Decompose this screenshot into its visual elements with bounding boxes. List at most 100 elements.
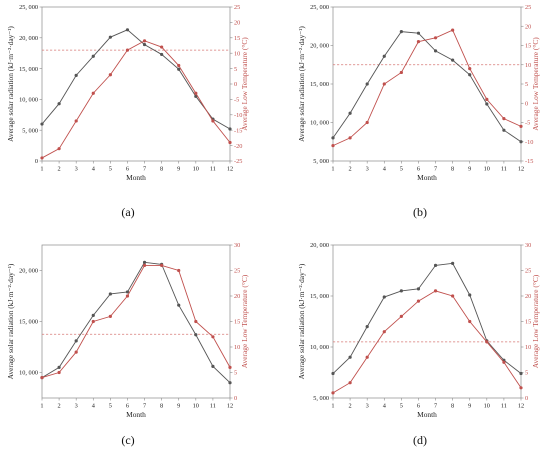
y2-axis-title: Average Low Temperature (°C) xyxy=(531,37,540,131)
y-axis-title: Average solar radiation (kJ·m⁻²·day⁻¹) xyxy=(297,26,306,142)
y2-tick-label: 10 xyxy=(525,62,531,69)
y-tick-label: 20, 000 xyxy=(19,35,38,42)
temperature-series-line xyxy=(332,29,522,147)
x-tick-label: 6 xyxy=(126,166,129,173)
x-tick-label: 4 xyxy=(383,403,387,410)
temperature-point xyxy=(502,360,506,364)
x-tick-label: 11 xyxy=(501,166,507,173)
temperature-point xyxy=(433,289,438,293)
temperature-point xyxy=(365,120,369,125)
radiation-point xyxy=(194,94,198,98)
y-tick-label: 10, 000 xyxy=(310,344,329,351)
y2-tick-label: 0 xyxy=(525,395,528,402)
temperature-point xyxy=(382,82,386,86)
temperature-point xyxy=(468,67,472,71)
y-tick-label: 0 xyxy=(35,158,38,165)
x-axis-title: Month xyxy=(126,410,146,419)
radiation-point xyxy=(91,54,95,58)
x-tick-label: 4 xyxy=(92,403,96,410)
y-axis-title: Average solar radiation (kJ·m⁻²·day⁻¹) xyxy=(6,26,15,142)
y-tick-label: 15, 000 xyxy=(310,293,329,300)
plot-frame xyxy=(41,244,231,399)
temperature-point xyxy=(331,391,335,395)
y2-axis-title: Average Low Temperature (°C) xyxy=(240,37,249,131)
temperature-series-line xyxy=(41,264,231,379)
x-tick-label: 7 xyxy=(434,166,437,173)
y2-tick-label: -25 xyxy=(234,158,242,165)
x-tick-label: 7 xyxy=(434,403,437,410)
temperature-point xyxy=(57,370,61,375)
x-tick-label: 11 xyxy=(210,403,216,410)
x-tick-label: 8 xyxy=(451,166,454,173)
radiation-series-line xyxy=(41,29,231,130)
x-tick-label: 6 xyxy=(417,403,420,410)
x-tick-label: 9 xyxy=(177,403,180,410)
temperature-point xyxy=(519,386,523,390)
radiation-point xyxy=(228,127,232,131)
panel-label: (c) xyxy=(121,433,134,447)
y2-tick-label: 5 xyxy=(525,370,528,377)
x-tick-label: 8 xyxy=(160,403,163,410)
x-tick-label: 12 xyxy=(227,403,233,410)
radiation-point xyxy=(433,49,438,53)
temperature-point xyxy=(91,91,95,95)
temperature-point xyxy=(125,294,130,298)
temperature-point xyxy=(194,91,198,95)
x-tick-label: 3 xyxy=(366,166,369,173)
x-tick-label: 8 xyxy=(160,166,163,173)
y2-axis-title: Average Low Temperature (°C) xyxy=(531,274,540,368)
temperature-point xyxy=(40,376,44,380)
radiation-point xyxy=(74,73,78,77)
radiation-point xyxy=(125,290,130,294)
temperature-point xyxy=(211,119,215,123)
y2-tick-label: 15 xyxy=(525,319,531,326)
temperature-point xyxy=(382,330,386,334)
temperature-point xyxy=(485,97,489,101)
temperature-point xyxy=(160,45,164,49)
radiation-point xyxy=(416,31,421,35)
y2-tick-label: 20 xyxy=(525,23,531,30)
radiation-point xyxy=(399,30,403,34)
y-tick-label: 15, 000 xyxy=(19,66,38,73)
x-tick-label: 2 xyxy=(58,166,61,173)
y2-tick-label: 25 xyxy=(234,4,240,11)
x-tick-label: 9 xyxy=(468,166,471,173)
temperature-point xyxy=(74,350,78,354)
radiation-point xyxy=(348,111,352,115)
y2-tick-label: -15 xyxy=(234,127,242,134)
radiation-point xyxy=(451,58,455,62)
temperature-point xyxy=(194,319,198,324)
radiation-point xyxy=(468,73,472,77)
y2-tick-label: -5 xyxy=(234,97,239,104)
radiation-series-line xyxy=(41,261,231,384)
temperature-point xyxy=(399,314,403,318)
y-tick-label: 15, 000 xyxy=(19,319,38,326)
panel-label: (d) xyxy=(413,433,427,447)
y-tick-label: 10, 000 xyxy=(19,370,38,377)
y2-axis-title: Average Low Temperature (°C) xyxy=(240,274,249,368)
y2-tick-label: 20 xyxy=(525,293,531,300)
temperature-point xyxy=(142,263,147,267)
radiation-point xyxy=(331,136,335,140)
radiation-point xyxy=(348,355,352,359)
y2-tick-label: 25 xyxy=(234,268,240,275)
radiation-point xyxy=(177,303,181,307)
y-axis-title: Average solar radiation (kJ·m⁻²·day⁻¹) xyxy=(297,263,306,379)
plot-frame xyxy=(41,6,231,162)
y-tick-label: 5, 000 xyxy=(313,395,329,402)
x-tick-label: 4 xyxy=(92,166,96,173)
radiation-point xyxy=(211,364,215,368)
temperature-point xyxy=(485,340,489,344)
radiation-point xyxy=(160,52,164,57)
y2-tick-label: 10 xyxy=(234,344,240,351)
x-tick-label: 6 xyxy=(126,403,129,410)
temperature-point xyxy=(177,268,181,273)
radiation-point xyxy=(519,371,523,376)
y2-tick-label: 0 xyxy=(234,81,237,88)
plot-frame xyxy=(332,244,522,399)
temperature-point xyxy=(160,263,164,267)
radiation-point xyxy=(142,260,147,264)
temperature-point xyxy=(416,299,421,303)
